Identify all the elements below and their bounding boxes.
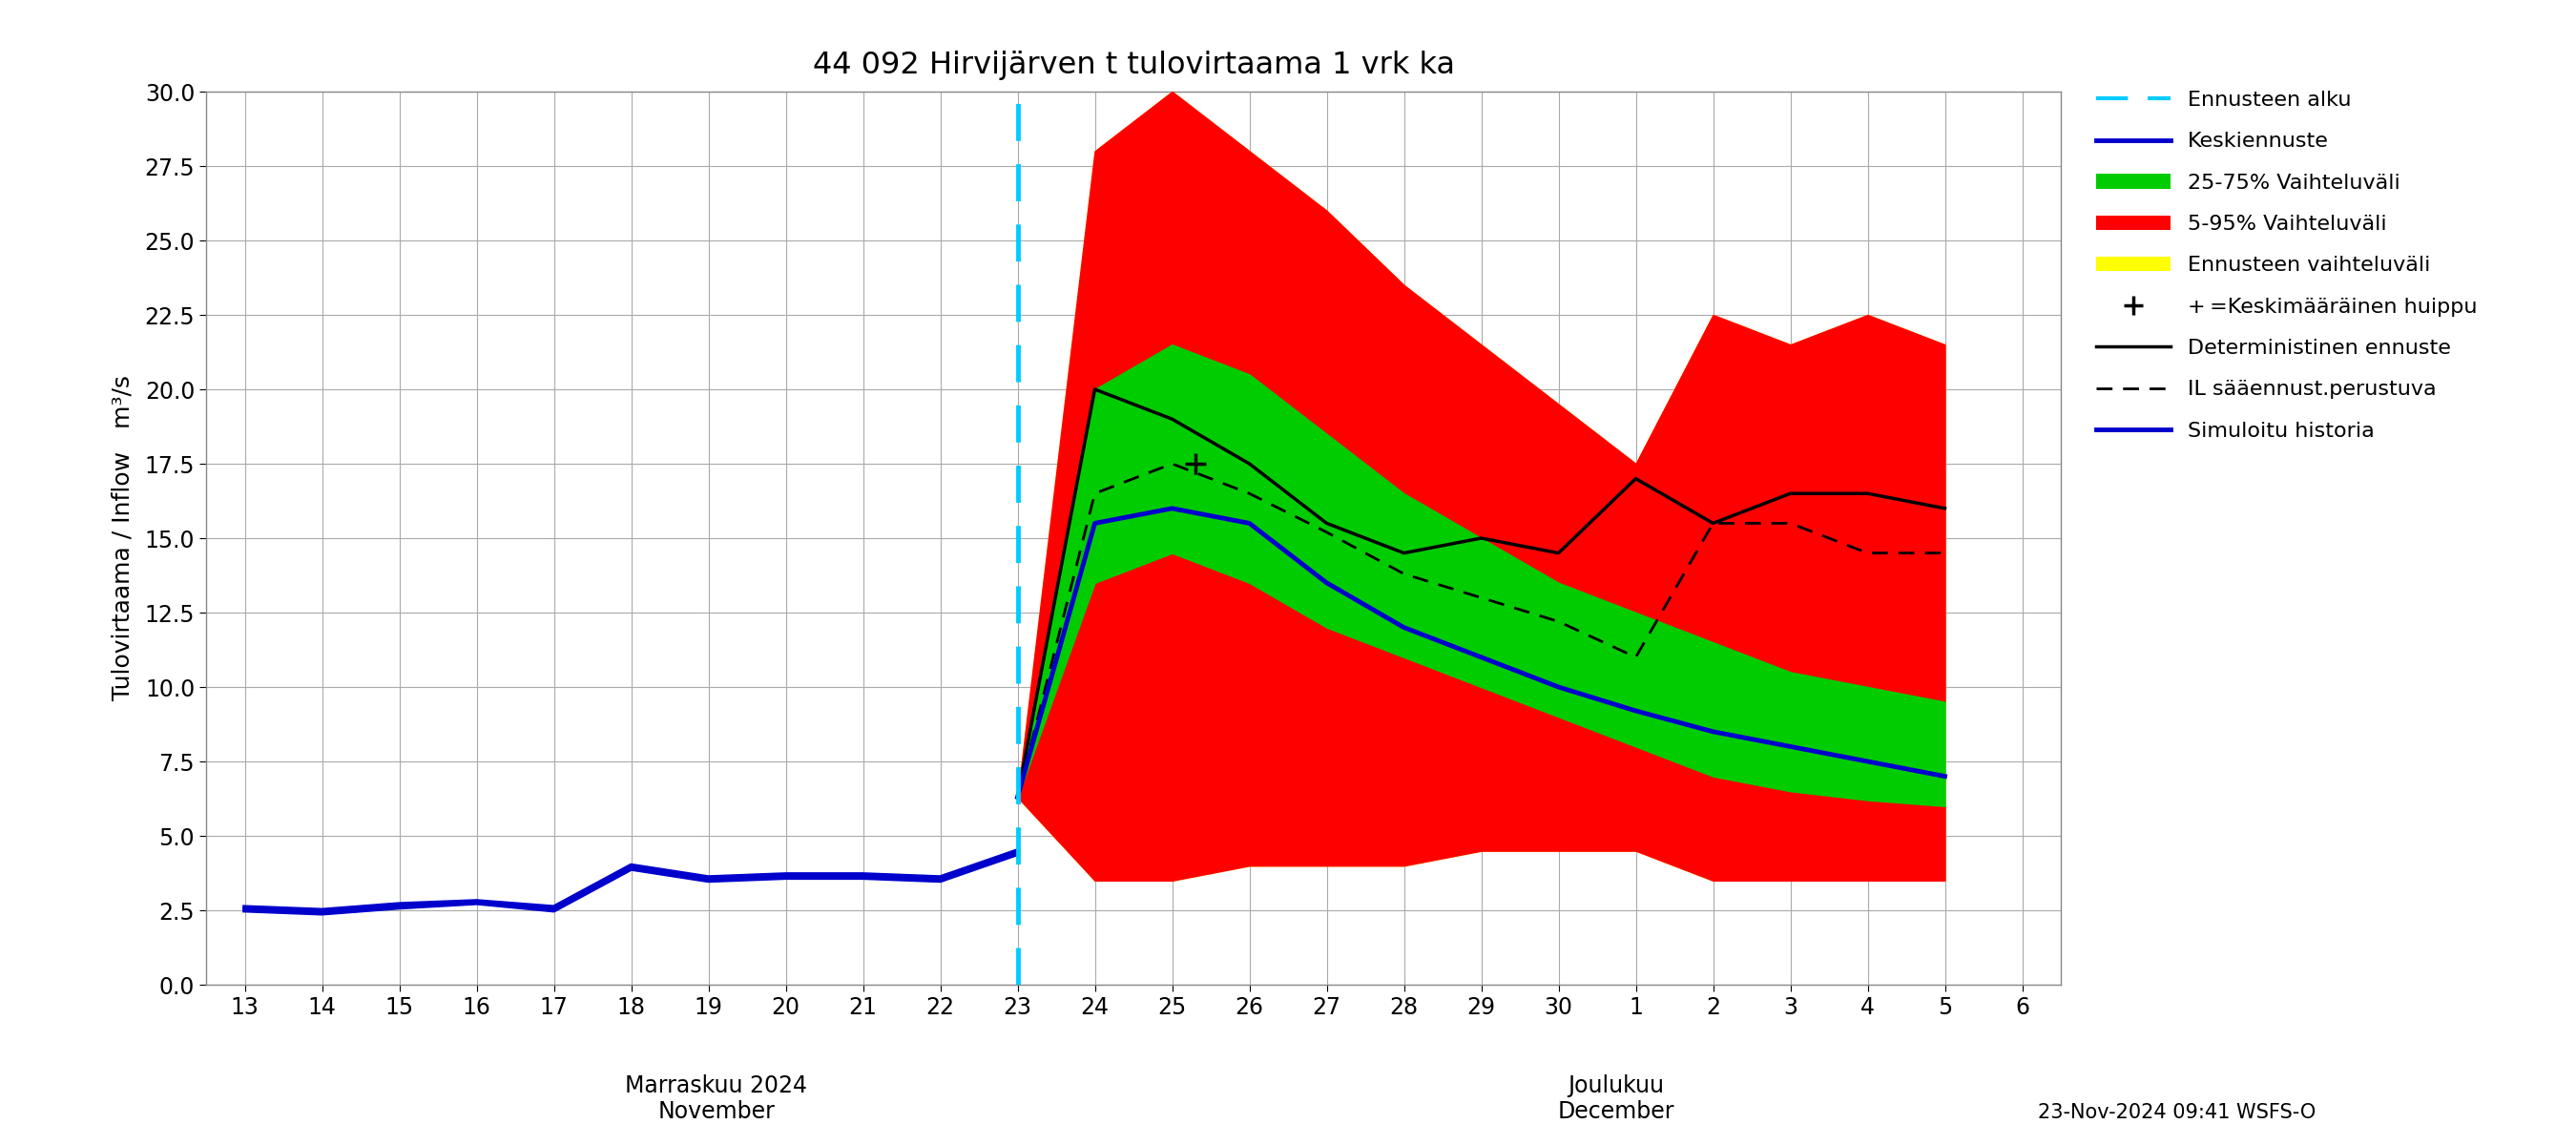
Text: 23-Nov-2024 09:41 WSFS-O: 23-Nov-2024 09:41 WSFS-O	[2038, 1103, 2316, 1122]
Text: Marraskuu 2024
November: Marraskuu 2024 November	[626, 1074, 806, 1123]
Title: 44 092 Hirvijärven t tulovirtaama 1 vrk ka: 44 092 Hirvijärven t tulovirtaama 1 vrk …	[811, 50, 1455, 80]
Legend: Ennusteen alku, Keskiennuste, 25-75% Vaihteluväli, 5-95% Vaihteluväli, Ennusteen: Ennusteen alku, Keskiennuste, 25-75% Vai…	[2089, 85, 2483, 447]
Y-axis label: Tulovirtaama / Inflow   m³/s: Tulovirtaama / Inflow m³/s	[111, 376, 134, 701]
Text: Joulukuu
December: Joulukuu December	[1558, 1074, 1674, 1123]
